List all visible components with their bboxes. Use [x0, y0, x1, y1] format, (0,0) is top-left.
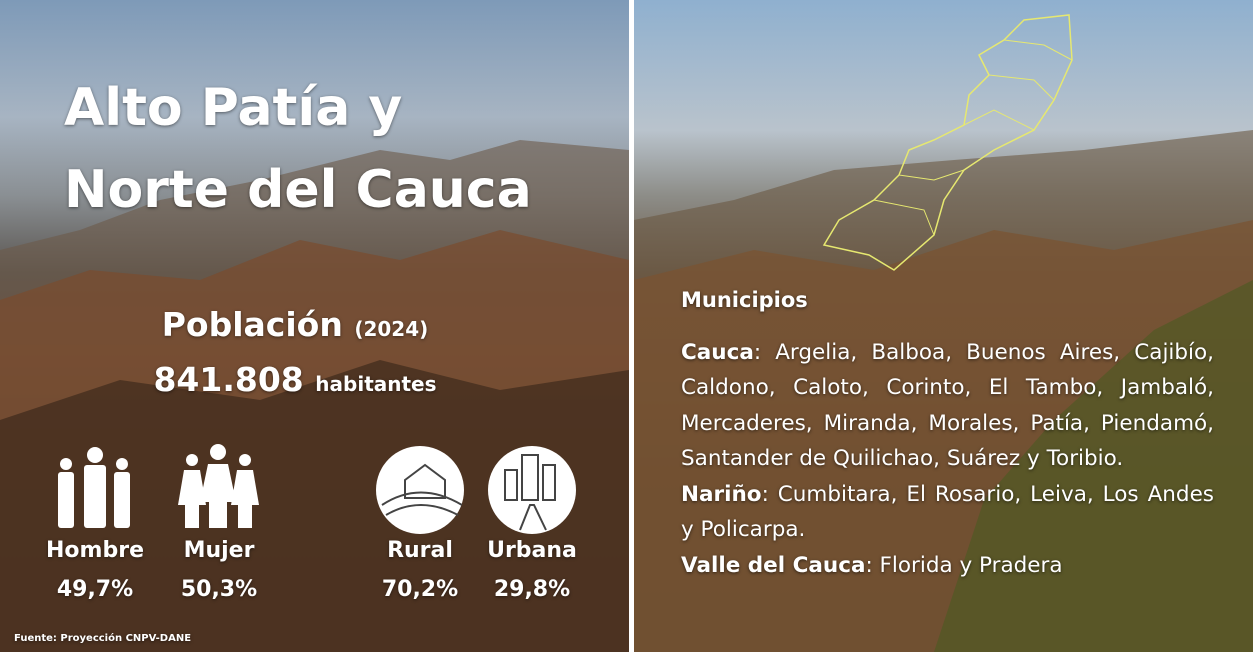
rural-icon — [376, 446, 464, 534]
group: Nariño: Cumbitara, El Rosario, Leiva, Lo… — [681, 477, 1214, 548]
stat: Mujer 50,3% — [154, 538, 284, 602]
left-panel: Alto Patía y Norte del Cauca Población (… — [0, 0, 629, 652]
department: Cauca — [681, 340, 754, 365]
stat-value: 70,2% — [355, 577, 485, 602]
stat: Hombre 49,7% — [30, 538, 160, 602]
stat-label: Mujer — [154, 538, 284, 563]
group: Valle del Cauca: Florida y Pradera — [681, 548, 1214, 584]
department: Valle del Cauca — [681, 553, 865, 578]
stat-value: 50,3% — [154, 577, 284, 602]
stat-label: Rural — [355, 538, 485, 563]
men-icon — [58, 447, 130, 528]
stat-label: Hombre — [30, 538, 160, 563]
page: Alto Patía y Norte del Cauca Población (… — [0, 0, 1253, 652]
source: Fuente: Proyección CNPV-DANE — [14, 633, 191, 644]
urban-icon — [488, 446, 576, 534]
list: : Argelia, Balboa, Buenos Aires, Cajibío… — [681, 340, 1214, 472]
heading: Municipios — [681, 283, 1214, 319]
stat-value: 29,8% — [467, 577, 597, 602]
municipios: Municipios Cauca: Argelia, Balboa, Bueno… — [681, 283, 1214, 583]
stat-label: Urbana — [467, 538, 597, 563]
group: Cauca: Argelia, Balboa, Buenos Aires, Ca… — [681, 335, 1214, 477]
list: : Florida y Pradera — [865, 553, 1062, 578]
stat: Urbana 29,8% — [467, 538, 597, 602]
stat-value: 49,7% — [30, 577, 160, 602]
stat: Rural 70,2% — [355, 538, 485, 602]
list: : Cumbitara, El Rosario, Leiva, Los Ande… — [681, 482, 1214, 543]
department: Nariño — [681, 482, 762, 507]
women-icon — [178, 444, 259, 528]
right-panel: Municipios Cauca: Argelia, Balboa, Bueno… — [634, 0, 1253, 652]
